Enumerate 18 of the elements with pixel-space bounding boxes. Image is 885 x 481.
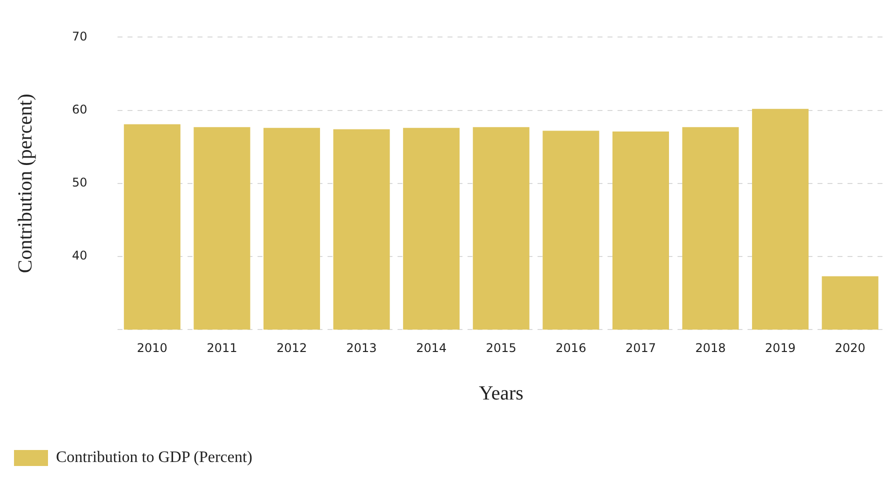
legend-label: Contribution to GDP (Percent) <box>56 449 252 466</box>
y-tick-label: 70 <box>72 29 88 44</box>
x-tick-label: 2010 <box>136 340 168 355</box>
y-axis-title: Contribution (percent) <box>14 94 36 274</box>
x-tick-label: 2011 <box>206 340 238 355</box>
x-tick-label: 2016 <box>556 340 586 355</box>
x-axis-title: Years <box>478 382 524 404</box>
x-tick-label: 2019 <box>765 340 796 355</box>
x-tick-label: 2013 <box>346 340 377 355</box>
x-tick-label: 2020 <box>834 340 866 355</box>
x-tick-label: 2018 <box>695 340 726 355</box>
x-tick-label: 2015 <box>486 340 516 355</box>
y-tick-label: 40 <box>72 248 88 263</box>
y-tick-label: 50 <box>72 176 88 190</box>
y-tick-label: 60 <box>72 102 88 116</box>
x-tick-label: 2012 <box>276 340 308 355</box>
x-tick-label: 2014 <box>416 340 447 355</box>
x-tick-label: 2017 <box>625 340 656 355</box>
